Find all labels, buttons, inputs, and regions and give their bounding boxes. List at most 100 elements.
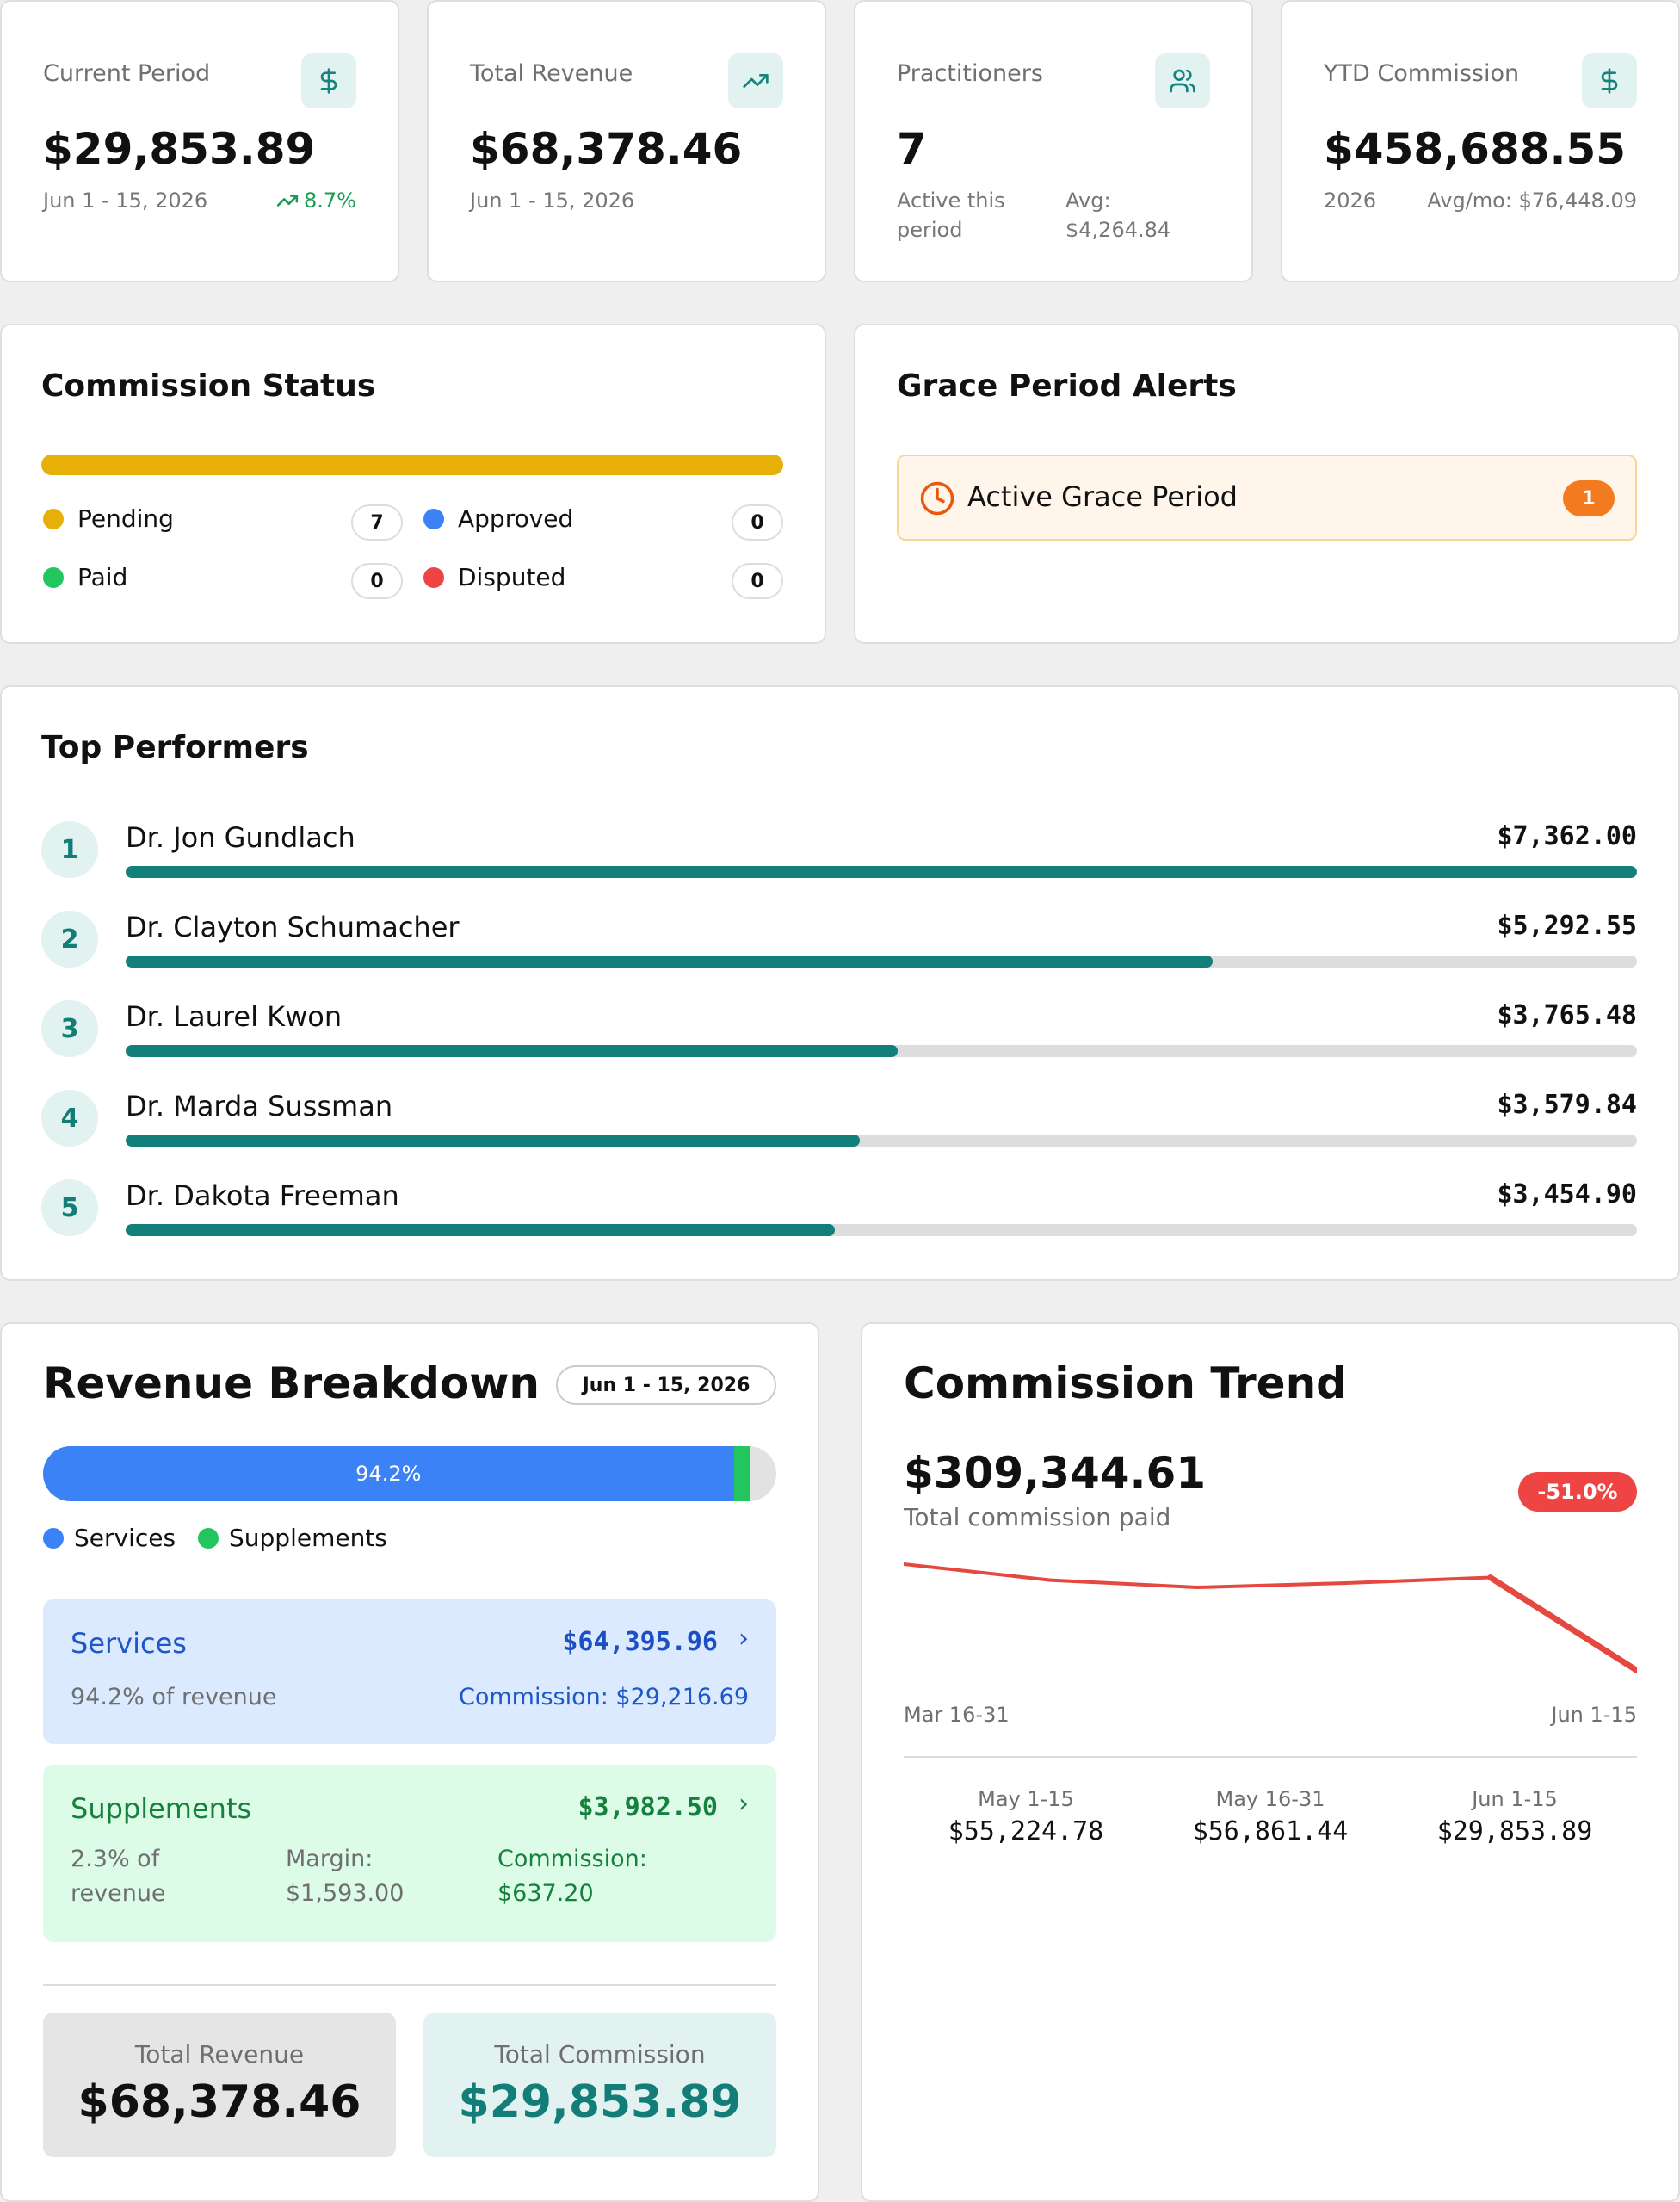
pending-dot [43, 508, 64, 529]
card-title: Commission Trend [904, 1358, 1347, 1408]
trend-total: $309,344.61 [904, 1448, 1207, 1498]
period-badge[interactable]: Jun 1 - 15, 2026 [556, 1365, 776, 1405]
performer-progress-fill [126, 866, 1637, 878]
performer-amount: $3,579.84 [1497, 1090, 1637, 1120]
services-title: Services [71, 1627, 187, 1660]
grace-count-badge: 1 [1563, 480, 1615, 516]
supplements-margin: Margin: $1,593.00 [286, 1846, 405, 1907]
stat-label: Practitioners [897, 60, 1043, 87]
stat-value: $29,853.89 [43, 124, 316, 174]
stat-sub-active: Active this period [897, 189, 1005, 242]
supplements-title: Supplements [71, 1792, 252, 1825]
stat-sub-average: Avg: $4,264.84 [1065, 189, 1171, 242]
dollar-icon [1582, 53, 1637, 108]
status-label: Pending [77, 504, 174, 533]
period-value: $29,853.89 [1436, 1816, 1593, 1846]
legend-supplements: Supplements [198, 1524, 387, 1552]
performer-progress-fill [126, 1135, 861, 1147]
stat-label: Current Period [43, 60, 211, 87]
status-disputed[interactable]: Disputed [423, 563, 565, 591]
services-segment: 94.2% [43, 1446, 734, 1501]
trend-line-segment [904, 1562, 1053, 1582]
paid-count: 0 [351, 563, 403, 599]
status-paid[interactable]: Paid [43, 563, 127, 591]
stat-card-ytd-commission: YTD Commission $458,688.55 2026 Avg/mo: … [1281, 0, 1680, 282]
chevron-right-icon: › [738, 1624, 749, 1654]
status-label: Disputed [458, 563, 566, 591]
trend-line-segment [1195, 1581, 1346, 1589]
performer-name[interactable]: Dr. Clayton Schumacher [126, 911, 460, 943]
trend-change-badge: -51.0% [1518, 1472, 1637, 1512]
revenue-split-bar: 94.2% [43, 1446, 776, 1501]
top-performers-card [0, 685, 1680, 1281]
performer-name[interactable]: Dr. Jon Gundlach [126, 821, 355, 854]
pending-count: 7 [351, 504, 403, 541]
total-revenue-value: $68,378.46 [77, 2076, 361, 2128]
grace-alert-item[interactable]: Active Grace Period 1 [897, 455, 1637, 541]
trending-up-icon [728, 53, 783, 108]
status-approved[interactable]: Approved [423, 504, 573, 533]
performer-progress-track [126, 1224, 1637, 1236]
services-breakdown[interactable]: Services $64,395.96 › 94.2% of revenue C… [43, 1599, 776, 1744]
rank-badge: 2 [41, 911, 98, 968]
card-title: Top Performers [41, 730, 309, 765]
total-commission-value: $29,853.89 [458, 2076, 742, 2128]
supplements-share: 2.3% of revenue [71, 1846, 166, 1907]
grace-alert-label: Active Grace Period [967, 480, 1238, 513]
rank-badge: 5 [41, 1179, 98, 1236]
users-icon [1155, 53, 1210, 108]
rank-badge: 1 [41, 821, 98, 878]
period-label: Jun 1-15 [1472, 1787, 1558, 1811]
performer-name[interactable]: Dr. Dakota Freeman [126, 1179, 399, 1212]
trend-line-chart [904, 1562, 1637, 1674]
performer-amount: $7,362.00 [1497, 821, 1637, 851]
services-share-label: 94.2% [355, 1462, 422, 1486]
trending-up-icon [276, 195, 299, 207]
supplements-breakdown[interactable]: Supplements $3,982.50 › 2.3% of revenue … [43, 1765, 776, 1942]
period-label: May 1-15 [978, 1787, 1074, 1811]
approved-count: 0 [732, 504, 783, 541]
stat-value: $68,378.46 [470, 124, 743, 174]
stat-label: YTD Commission [1324, 60, 1520, 87]
period-label: May 16-31 [1215, 1787, 1325, 1811]
stat-period: Jun 1 - 15, 2026 [43, 189, 208, 213]
trend-total-label: Total commission paid [904, 1503, 1171, 1531]
disputed-count: 0 [732, 563, 783, 599]
trend-line-segment [1048, 1578, 1199, 1589]
status-label: Paid [77, 563, 128, 591]
rank-badge: 4 [41, 1090, 98, 1147]
chevron-right-icon: › [738, 1789, 749, 1819]
card-title: Commission Status [41, 368, 376, 404]
supplements-commission: Commission: $637.20 [497, 1846, 647, 1907]
stat-sub-average: Avg/mo: $76,448.09 [1427, 189, 1637, 213]
legend-services: Services [43, 1524, 176, 1552]
trend-period-col: Jun 1-15 $29,853.89 [1393, 1787, 1637, 1846]
performer-progress-track [126, 1045, 1637, 1057]
trend-period-col: May 1-15 $55,224.78 [904, 1787, 1148, 1846]
performer-progress-fill [126, 1045, 899, 1057]
services-commission: Commission: $29,216.69 [458, 1684, 749, 1710]
performer-progress-track [126, 1135, 1637, 1147]
trend-period-col: May 16-31 $56,861.44 [1148, 1787, 1393, 1846]
status-pending[interactable]: Pending [43, 504, 174, 533]
divider [904, 1756, 1637, 1758]
stat-period: Jun 1 - 15, 2026 [470, 189, 635, 213]
stat-year: 2026 [1324, 189, 1377, 213]
performer-progress-fill [126, 1224, 835, 1236]
axis-start-label: Mar 16-31 [904, 1703, 1010, 1727]
rank-badge: 3 [41, 1000, 98, 1057]
period-value: $56,861.44 [1192, 1816, 1349, 1846]
card-title: Grace Period Alerts [897, 368, 1237, 404]
trend-indicator: 8.7% [276, 186, 356, 215]
approved-dot [423, 508, 444, 529]
performer-name[interactable]: Dr. Laurel Kwon [126, 1000, 343, 1033]
stat-label: Total Revenue [470, 60, 633, 87]
stat-value: 7 [897, 124, 927, 174]
services-share: 94.2% of revenue [71, 1684, 277, 1710]
performer-name[interactable]: Dr. Marda Sussman [126, 1090, 393, 1123]
services-amount: $64,395.96 [562, 1627, 718, 1657]
supplements-amount: $3,982.50 [578, 1792, 718, 1822]
performer-progress-track [126, 956, 1637, 968]
trend-line-segment [1487, 1574, 1637, 1674]
trend-line-segment [1342, 1575, 1492, 1586]
